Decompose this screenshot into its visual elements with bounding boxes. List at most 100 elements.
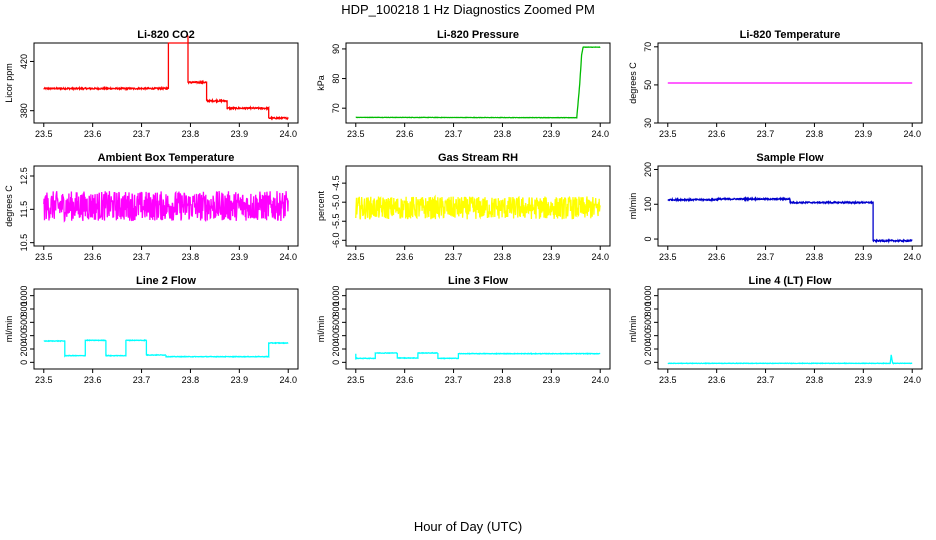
y-tick-label: 800 — [331, 301, 341, 316]
y-tick-label: 200 — [643, 341, 653, 356]
panel-title: Li-820 CO2 — [137, 29, 194, 41]
y-tick-label: 0 — [331, 360, 341, 365]
x-tick-label: 23.7 — [133, 375, 151, 385]
data-series-line — [667, 354, 913, 365]
x-tick-label: 23.5 — [659, 129, 677, 139]
plot-frame — [33, 288, 299, 370]
y-tick-label: 90 — [331, 44, 341, 54]
y-tick-label: -6.0 — [331, 233, 341, 249]
panel-title: Li-820 Pressure — [437, 29, 519, 41]
x-tick-label: 23.7 — [133, 129, 151, 139]
plot-frame — [345, 42, 611, 124]
y-tick-label: 600 — [19, 315, 29, 330]
chart-panel: Li-820 Temperature degrees C 23.5 23.6 23.7 2… — [628, 29, 923, 139]
plot-frame — [657, 42, 923, 124]
y-tick-label: 0 — [643, 237, 653, 242]
plot-frame — [657, 288, 923, 370]
x-tick-label: 23.6 — [396, 375, 414, 385]
y-axis-label: percent — [316, 190, 326, 221]
x-tick-label: 23.9 — [231, 129, 249, 139]
x-tick-label: 23.9 — [855, 252, 873, 262]
x-tick-label: 24.0 — [903, 375, 921, 385]
y-tick-label: 600 — [331, 315, 341, 330]
x-tick-label: 23.5 — [347, 129, 365, 139]
x-tick-label: 23.7 — [133, 252, 151, 262]
x-tick-label: 24.0 — [591, 375, 609, 385]
x-tick-label: 23.8 — [182, 375, 200, 385]
x-tick-label: 23.7 — [445, 129, 463, 139]
data-series-line — [355, 194, 601, 220]
y-tick-label: 600 — [643, 315, 653, 330]
x-tick-label: 23.5 — [35, 129, 53, 139]
x-tick-label: 24.0 — [903, 129, 921, 139]
chart-panel: Li-820 CO2 Licor ppm 23.5 23.6 23.7 23.8 23.9 2… — [4, 29, 299, 139]
chart-panel: Ambient Box Temperature degrees C 23.5 23.6… — [4, 152, 299, 262]
y-tick-label: -5.0 — [331, 194, 341, 210]
panel-title: Line 3 Flow — [448, 275, 508, 287]
x-tick-label: 23.5 — [659, 252, 677, 262]
y-tick-label: 70 — [643, 42, 653, 52]
x-tick-label: 23.8 — [494, 252, 512, 262]
chart-panel: Line 4 (LT) Flow ml/min 23.5 23.6 23.7 23.8 23… — [628, 275, 923, 385]
panel-title: Ambient Box Temperature — [98, 152, 235, 164]
chart-panel: Line 3 Flow ml/min 23.5 23.6 23.7 23.8 23.9 24.… — [316, 275, 611, 385]
y-tick-label: 0 — [643, 360, 653, 365]
y-axis-label: ml/min — [316, 316, 326, 343]
data-series-line — [43, 190, 289, 223]
x-tick-label: 23.8 — [806, 252, 824, 262]
x-tick-label: 23.5 — [347, 375, 365, 385]
y-tick-label: 0 — [19, 360, 29, 365]
x-tick-label: 23.6 — [396, 129, 414, 139]
x-tick-label: 23.6 — [708, 375, 726, 385]
y-tick-label: 30 — [643, 118, 653, 128]
x-tick-label: 23.8 — [182, 129, 200, 139]
panel-title: Gas Stream RH — [438, 152, 518, 164]
y-tick-label: 200 — [331, 341, 341, 356]
y-axis-label: ml/min — [628, 193, 638, 220]
y-axis-label: kPa — [316, 75, 326, 91]
plot-frame — [33, 42, 299, 124]
x-tick-label: 23.7 — [757, 375, 775, 385]
panel-title: Li-820 Temperature — [740, 29, 841, 41]
y-tick-label: 12.5 — [19, 167, 29, 185]
x-tick-label: 24.0 — [279, 252, 297, 262]
x-tick-label: 23.9 — [543, 252, 561, 262]
y-tick-label: 70 — [331, 103, 341, 113]
plot-frame — [33, 165, 299, 247]
data-series-line — [667, 196, 913, 244]
x-tick-label: 23.6 — [708, 129, 726, 139]
chart-panel: Li-820 Pressure kPa 23.5 23.6 23.7 23.8 23.9 24… — [316, 29, 611, 139]
x-tick-label: 23.6 — [84, 252, 102, 262]
x-tick-label: 23.8 — [806, 129, 824, 139]
y-tick-label: -5.5 — [331, 213, 341, 229]
x-tick-label: 23.7 — [757, 252, 775, 262]
x-tick-label: 23.7 — [757, 129, 775, 139]
y-tick-label: -4.5 — [331, 175, 341, 191]
y-tick-label: 1000 — [643, 286, 653, 306]
plot-frame — [345, 288, 611, 370]
panel-grid: Li-820 CO2 Licor ppm 23.5 23.6 23.7 23.8 23.9 2… — [4, 29, 923, 385]
y-tick-label: 420 — [19, 54, 29, 69]
panel-title: Line 2 Flow — [136, 275, 196, 287]
x-tick-label: 23.9 — [855, 375, 873, 385]
data-series-line — [43, 35, 289, 121]
y-tick-label: 50 — [643, 80, 653, 90]
data-series-line — [355, 351, 601, 360]
y-tick-label: 380 — [19, 103, 29, 118]
x-tick-label: 23.6 — [708, 252, 726, 262]
x-tick-label: 23.6 — [84, 129, 102, 139]
x-tick-label: 23.7 — [445, 252, 463, 262]
y-axis-label: ml/min — [628, 316, 638, 343]
panel-title: Line 4 (LT) Flow — [749, 275, 832, 287]
x-tick-label: 23.8 — [494, 129, 512, 139]
data-series-line — [355, 46, 601, 119]
x-tick-label: 23.5 — [659, 375, 677, 385]
y-axis-label: ml/min — [4, 316, 14, 343]
y-tick-label: 400 — [643, 328, 653, 343]
x-axis-label: Hour of Day (UTC) — [414, 519, 522, 534]
x-tick-label: 23.5 — [35, 375, 53, 385]
x-tick-label: 23.8 — [806, 375, 824, 385]
x-tick-label: 24.0 — [591, 252, 609, 262]
